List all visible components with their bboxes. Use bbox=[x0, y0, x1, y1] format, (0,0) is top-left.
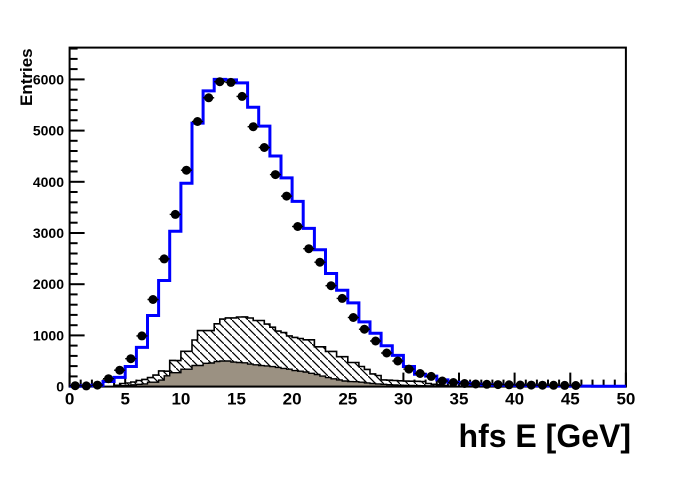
svg-text:0: 0 bbox=[65, 390, 74, 409]
svg-text:5000: 5000 bbox=[33, 123, 64, 139]
svg-text:6000: 6000 bbox=[33, 71, 64, 87]
svg-text:45: 45 bbox=[561, 390, 580, 409]
svg-text:2000: 2000 bbox=[33, 276, 64, 292]
svg-text:3000: 3000 bbox=[33, 225, 64, 241]
svg-text:15: 15 bbox=[227, 390, 246, 409]
svg-text:40: 40 bbox=[505, 390, 524, 409]
svg-text:20: 20 bbox=[283, 390, 302, 409]
svg-text:hfs E [GeV]: hfs E [GeV] bbox=[459, 418, 631, 454]
svg-text:25: 25 bbox=[338, 390, 357, 409]
svg-text:5: 5 bbox=[120, 390, 129, 409]
svg-text:1000: 1000 bbox=[33, 327, 64, 343]
svg-text:Entries: Entries bbox=[17, 48, 36, 106]
svg-text:50: 50 bbox=[616, 390, 635, 409]
svg-text:4000: 4000 bbox=[33, 174, 64, 190]
svg-text:10: 10 bbox=[171, 390, 190, 409]
svg-text:30: 30 bbox=[394, 390, 413, 409]
svg-text:0: 0 bbox=[56, 379, 64, 395]
svg-text:35: 35 bbox=[450, 390, 469, 409]
